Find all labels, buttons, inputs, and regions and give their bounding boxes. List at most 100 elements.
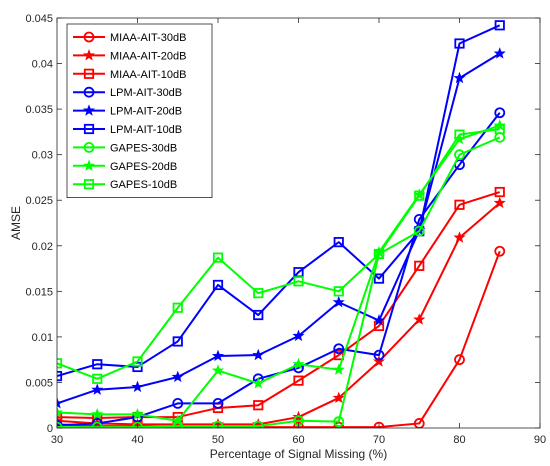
data-point [332,363,345,375]
legend-marker [83,31,95,43]
legend-label: MIAA-AIT-10dB [110,69,186,81]
data-point [453,71,466,84]
data-point [131,407,144,420]
data-point [253,288,264,299]
legend-entry-MIAA-AIT-30dB: MIAA-AIT-30dB [73,31,186,44]
data-point [57,406,64,418]
data-point [333,237,344,248]
legend-entry-LPM-AIT-30dB: LPM-AIT-30dB [73,86,182,99]
data-point [57,370,63,382]
legend-marker [83,123,95,135]
y-tick-label: 0 [47,423,53,435]
legend-entry-GAPES-30dB: GAPES-30dB [73,141,177,154]
data-point [132,421,143,428]
data-point [252,348,265,361]
data-point [494,245,506,257]
data-point [453,231,466,243]
data-point [493,47,506,59]
series-line [57,52,501,405]
data-point [211,364,225,376]
y-tick-label: 0.015 [25,286,53,298]
data-point [92,359,103,370]
legend-marker [83,86,95,98]
data-point [373,273,385,284]
y-tick-label: 0.03 [32,150,53,162]
data-point [171,414,184,426]
legend-entry-MIAA-AIT-20dB: MIAA-AIT-20dB [73,49,186,62]
x-tick-label: 50 [212,434,224,446]
legend-label: GAPES-20dB [110,161,177,173]
legend-marker [82,49,96,61]
legend-label: MIAA-AIT-20dB [110,50,186,62]
data-point [454,149,465,161]
data-point [132,361,143,373]
data-point [57,411,63,423]
legend-entry-GAPES-10dB: GAPES-10dB [73,179,177,191]
data-point [333,416,345,428]
y-tick-label: 0.04 [32,59,53,71]
series-LPM-AIT-20dB [57,47,506,409]
data-point [332,295,345,308]
legend-marker [83,141,95,153]
data-point [132,356,143,367]
data-point [413,225,425,237]
data-point [454,129,465,140]
y-tick-label: 0.01 [32,332,53,344]
legend-marker [82,104,96,116]
data-point [212,420,224,428]
data-point [413,213,425,225]
data-point [454,38,465,49]
data-point [373,248,385,260]
data-point [414,260,425,271]
data-point [454,199,465,210]
data-point [493,196,506,209]
x-tick-label: 80 [453,434,465,446]
data-point [252,377,265,389]
series-GAPES-10dB [57,124,505,384]
data-point [414,190,425,201]
x-tick-label: 70 [373,434,385,446]
legend-entry-LPM-AIT-10dB: LPM-AIT-10dB [73,123,182,136]
legend-marker [83,68,95,79]
legend-label: LPM-AIT-30dB [110,87,182,99]
x-tick-label: 60 [292,434,304,446]
y-axis-label: AMSE [9,206,23,240]
legend-label: MIAA-AIT-30dB [110,32,186,44]
legend-entry-GAPES-20dB: GAPES-20dB [73,159,177,173]
series-line [57,202,501,426]
data-point [253,309,264,321]
y-tick-label: 0.045 [25,13,53,25]
data-point [454,354,465,366]
data-point [413,313,426,325]
data-point [171,370,184,383]
data-point [91,383,104,395]
data-point [494,107,506,119]
data-point [494,124,505,135]
data-point [253,400,264,411]
x-tick-label: 90 [534,434,546,446]
series-GAPES-30dB [57,131,506,428]
x-tick-label: 40 [131,434,143,446]
legend-entry-LPM-AIT-20dB: LPM-AIT-20dB [73,104,182,118]
data-point [57,421,63,428]
data-point [212,397,224,409]
data-point [57,397,64,409]
data-point [91,421,103,428]
data-point [172,336,183,347]
series-LPM-AIT-10dB [57,20,505,382]
data-point [172,397,184,409]
data-point [372,355,386,367]
series-line [57,24,501,378]
legend: MIAA-AIT-30dB MIAA-AIT-20dB MIAA-AIT-10dB L… [66,23,213,199]
data-point [252,420,264,428]
data-point [91,407,104,420]
data-point [373,421,385,428]
legend-label: GAPES-10dB [110,179,177,191]
data-point [293,375,304,386]
data-point [333,343,345,355]
data-point [172,302,183,313]
data-point [332,391,345,404]
legend-label: GAPES-30dB [110,142,177,154]
y-tick-label: 0.005 [25,377,53,389]
data-point [212,252,224,263]
